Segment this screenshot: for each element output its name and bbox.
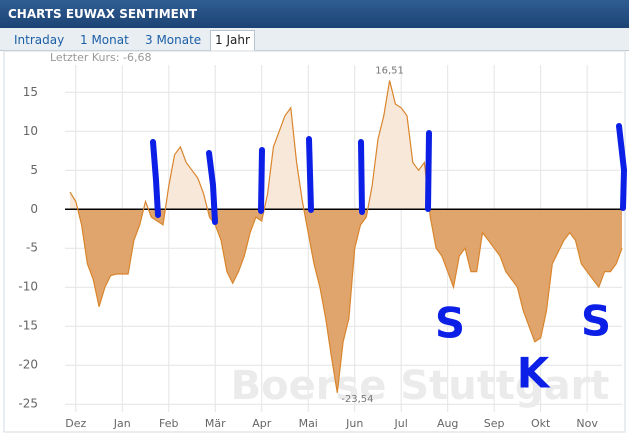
x-tick-label: Sep bbox=[484, 417, 505, 430]
y-tick-label: -10 bbox=[18, 280, 38, 294]
x-tick-label: Jun bbox=[345, 417, 363, 430]
tab[interactable]: 1 Monat bbox=[80, 33, 129, 47]
hand-markers bbox=[150, 123, 628, 225]
x-tick-label: Aug bbox=[437, 417, 458, 430]
y-tick-label: 10 bbox=[23, 124, 38, 138]
y-tick-label: -15 bbox=[18, 319, 38, 333]
tab-bar: Intraday 1 Monat 3 Monate 1 Jahr bbox=[0, 28, 629, 52]
marker bbox=[616, 123, 628, 211]
x-tick-label: Feb bbox=[159, 417, 178, 430]
y-tick-label: 5 bbox=[30, 163, 38, 177]
x-tick-label: Nov bbox=[576, 417, 598, 430]
y-tick-label: -25 bbox=[18, 397, 38, 411]
marker bbox=[206, 150, 218, 225]
annotation: K bbox=[517, 349, 551, 398]
subtitle: Letzter Kurs: -6,68 bbox=[50, 51, 151, 64]
tab[interactable]: Intraday bbox=[14, 33, 65, 47]
x-tick-label: Dez bbox=[65, 417, 86, 430]
y-tick-label: 0 bbox=[30, 202, 38, 216]
marker bbox=[306, 136, 314, 213]
value-label: 16,51 bbox=[375, 66, 404, 77]
watermark: Boerse Stuttgart bbox=[231, 363, 610, 409]
value-label: -23,54 bbox=[341, 394, 373, 405]
line bbox=[69, 80, 623, 393]
annotation: S bbox=[581, 297, 611, 346]
area bbox=[70, 80, 622, 393]
x-tick-label: Mai bbox=[299, 417, 318, 430]
x-tick-label: Apr bbox=[252, 417, 272, 430]
header: CHARTS EUWAX SENTIMENT bbox=[0, 0, 629, 28]
y-tick-label: 15 bbox=[23, 85, 38, 99]
marker bbox=[150, 139, 161, 218]
tab[interactable]: 3 Monate bbox=[145, 33, 202, 47]
header-title: CHARTS EUWAX SENTIMENT bbox=[8, 7, 198, 21]
marker bbox=[258, 147, 265, 214]
x-tick-label: Okt bbox=[531, 417, 551, 430]
y-tick-label: -20 bbox=[18, 358, 38, 372]
x-tick-label: Jan bbox=[113, 417, 131, 430]
y-tick-label: -5 bbox=[26, 241, 38, 255]
marker bbox=[358, 139, 365, 215]
annotation: S bbox=[435, 299, 465, 348]
x-tick-label: Mär bbox=[205, 417, 226, 430]
tab[interactable]: 1 Jahr bbox=[210, 30, 255, 52]
x-tick-label: Jul bbox=[394, 417, 408, 430]
marker bbox=[425, 130, 432, 212]
